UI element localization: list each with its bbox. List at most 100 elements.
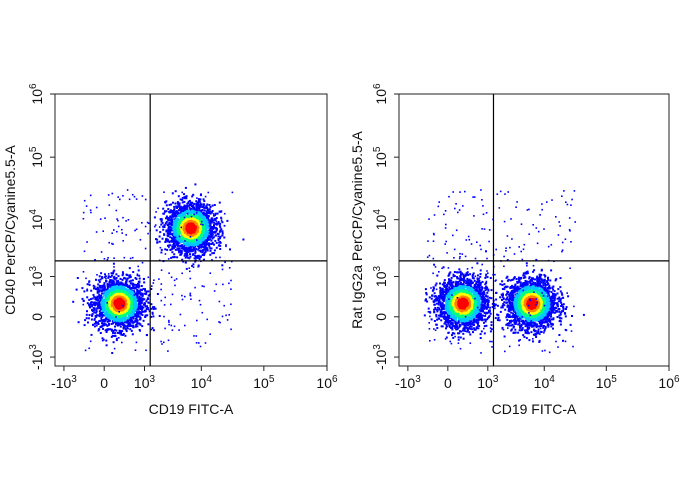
event-dot: [139, 312, 142, 315]
event-dot: [170, 211, 173, 214]
event-dot: [169, 249, 172, 251]
event-dot: [138, 310, 141, 313]
event-dot: [215, 228, 218, 231]
event-dot: [100, 296, 103, 299]
event-dot: [112, 270, 115, 273]
event-dot: [87, 317, 90, 320]
event-dot: [485, 285, 488, 288]
event-dot: [181, 244, 183, 247]
event-dot: [163, 226, 166, 228]
event-dot: [434, 298, 437, 301]
event-dot: [490, 289, 493, 292]
event-dot: [115, 282, 118, 285]
event-dot: [199, 198, 202, 201]
event-dot: [170, 256, 173, 259]
event-dot: [184, 240, 186, 242]
event-dot: [437, 297, 440, 300]
event-dot: [439, 282, 441, 285]
event-dot: [211, 252, 214, 255]
event-dot: [230, 288, 232, 290]
event-dot: [103, 284, 106, 287]
event-dot: [121, 287, 124, 290]
event-dot: [97, 298, 99, 301]
event-dot: [129, 320, 132, 323]
event-dot: [129, 288, 132, 291]
event-dot: [144, 293, 147, 296]
event-dot: [118, 319, 121, 322]
event-dot: [185, 267, 188, 270]
event-dot: [211, 259, 213, 261]
event-dot: [156, 238, 159, 241]
event-dot: [86, 310, 88, 313]
event-dot: [96, 290, 99, 293]
event-dot: [181, 231, 184, 234]
event-dot: [209, 212, 212, 215]
event-dot: [122, 240, 124, 242]
event-dot: [184, 197, 187, 200]
event-dot: [214, 222, 217, 225]
event-dot: [192, 204, 195, 207]
event-dot: [102, 323, 105, 325]
event-dot: [100, 272, 103, 275]
event-dot: [136, 288, 139, 291]
event-dot: [196, 197, 198, 199]
event-dot: [466, 330, 468, 333]
event-dot: [200, 209, 203, 212]
event-dot: [163, 341, 165, 344]
event-dot: [138, 297, 141, 300]
event-dot: [122, 305, 124, 307]
event-dot: [103, 258, 106, 260]
event-dot: [160, 340, 162, 343]
event-dot: [202, 217, 205, 220]
event-dot: [95, 322, 98, 325]
event-dot: [99, 284, 102, 287]
event-dot: [113, 319, 115, 322]
event-dot: [189, 236, 192, 238]
event-dot: [215, 283, 217, 286]
event-dot: [108, 241, 110, 244]
event-dot: [139, 317, 142, 320]
event-dot: [456, 277, 459, 280]
event-dot: [192, 208, 195, 211]
event-dot: [100, 301, 103, 303]
event-dot: [219, 229, 222, 232]
event-dot: [446, 325, 449, 328]
event-dot: [498, 319, 501, 322]
event-dot: [95, 314, 98, 317]
event-dot: [134, 300, 137, 303]
event-dot: [487, 316, 490, 319]
event-dot: [477, 325, 480, 328]
event-dot: [159, 246, 162, 249]
event-dot: [128, 274, 131, 277]
event-dot: [191, 206, 194, 209]
event-dot: [131, 193, 134, 196]
event-dot: [188, 199, 191, 202]
event-dot: [189, 294, 191, 296]
event-dot: [96, 274, 98, 276]
event-dot: [169, 226, 172, 229]
event-dot: [161, 221, 164, 224]
event-dot: [127, 285, 129, 288]
event-dot: [113, 229, 115, 231]
event-dot: [142, 303, 145, 306]
event-dot: [140, 307, 142, 310]
event-dot: [125, 308, 128, 311]
event-dot: [98, 304, 101, 307]
event-dot: [210, 247, 213, 250]
event-dot: [110, 335, 113, 338]
event-dot: [470, 279, 473, 282]
event-dot: [198, 200, 201, 203]
event-dot: [169, 233, 172, 236]
event-dot: [176, 241, 179, 243]
event-dot: [451, 328, 454, 331]
event-dot: [485, 273, 488, 276]
x-tick-label: 106: [316, 374, 338, 391]
event-dot: [452, 273, 455, 276]
event-dot: [219, 321, 221, 324]
event-dot: [134, 319, 137, 322]
event-dot: [213, 224, 215, 227]
event-dot: [164, 327, 166, 330]
event-dot: [136, 311, 138, 314]
event-dot: [115, 287, 118, 290]
event-dot: [198, 249, 201, 252]
